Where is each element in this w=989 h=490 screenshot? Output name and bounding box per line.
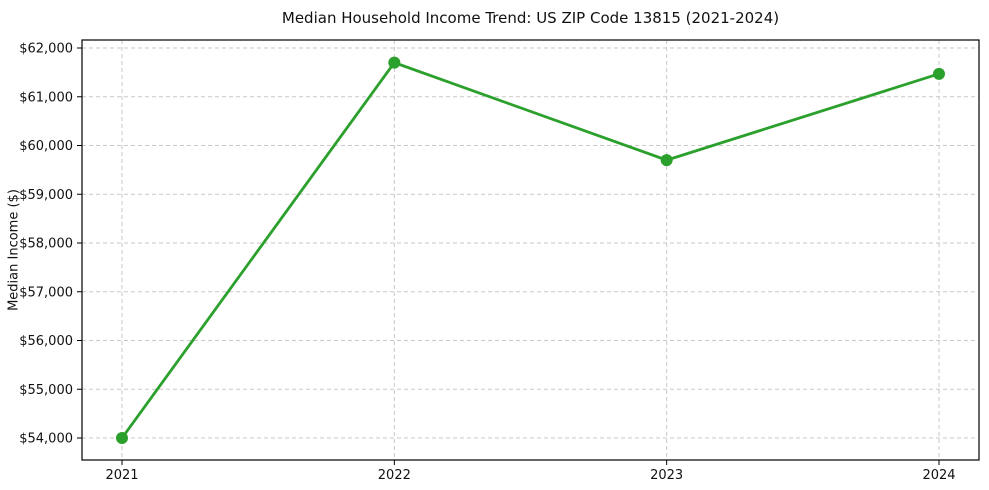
data-point-2023 (660, 154, 673, 167)
income-line (120, 61, 941, 440)
y-tick-label: $59,000 (19, 188, 73, 203)
chart-title: Median Household Income Trend: US ZIP Co… (281, 9, 780, 27)
y-tick-label: $55,000 (19, 383, 73, 398)
y-tick-label: $62,000 (19, 42, 73, 57)
x-tick-label: 2022 (378, 468, 411, 483)
gridlines (82, 40, 979, 460)
data-point-2024 (933, 67, 945, 80)
x-tick-label: 2024 (922, 468, 955, 483)
y-tick-label: $56,000 (19, 334, 73, 349)
axes-spines (81, 39, 980, 461)
plot-border (81, 39, 980, 461)
y-tick-label: $61,000 (19, 90, 73, 105)
y-tick-label: $54,000 (19, 432, 73, 447)
y-axis-label: Median Income ($) (6, 189, 22, 311)
line-series-layer (116, 56, 945, 444)
y-tick-label: $58,000 (19, 237, 73, 252)
axis-ticks (77, 47, 940, 465)
axis-tick-labels: $54,000 $55,000 $56,000 $57,000 $58,000 $59,0… (19, 42, 955, 484)
x-tick-label: 2023 (650, 468, 683, 483)
data-point-2022 (388, 56, 401, 69)
y-tick-label: $57,000 (19, 285, 73, 300)
y-tick-label: $60,000 (19, 139, 73, 154)
x-tick-label: 2021 (105, 468, 138, 483)
data-point-2021 (116, 432, 128, 444)
